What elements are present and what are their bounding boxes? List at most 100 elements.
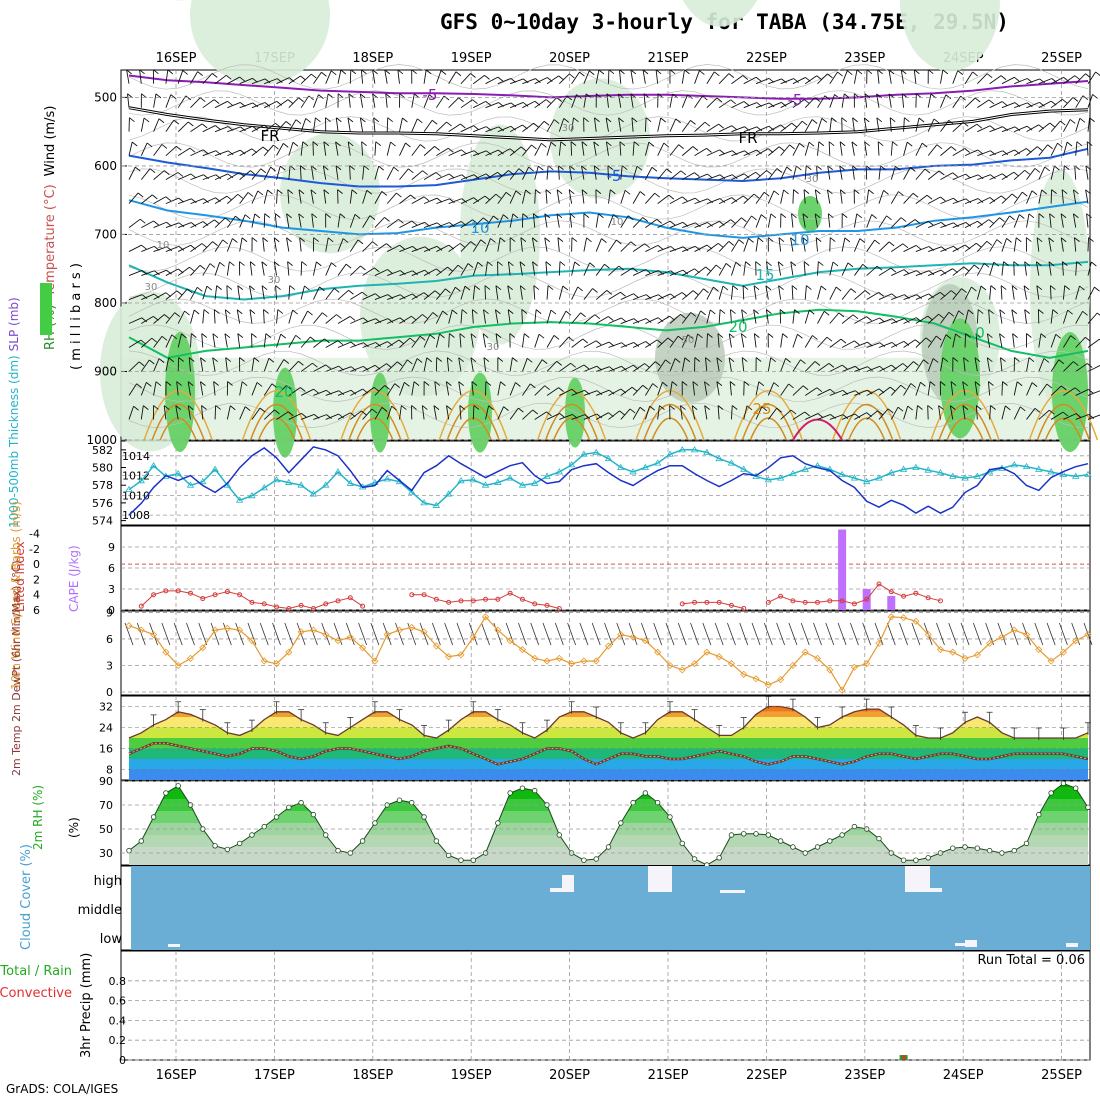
wind-barb [128,383,138,396]
thickness-tick-label: 578 [92,479,113,492]
wind-barb-flag [1002,150,1009,156]
wind-barb-flag [250,170,256,175]
lifted-index-point [433,596,439,602]
wind-barb-flag [580,312,586,318]
wind-barb-flag [950,381,957,386]
wind-barb [436,222,450,229]
wind-barb-flag [697,333,703,339]
wind-barb-flag [509,333,516,338]
wind-barb [1062,310,1069,324]
wind-barb [153,269,167,276]
wind-barb [481,622,490,646]
wind-barb [804,387,818,396]
wind-barb [644,117,647,132]
wind-barb-flag [1061,385,1067,391]
wind-barb-flag [448,173,455,179]
lifted-index-point [544,602,550,608]
wind-barb [386,383,396,396]
wind-barb-flag [472,219,478,225]
wind-barb [682,197,696,205]
wind-barb [288,309,294,324]
wind-barb [362,342,376,348]
wind-barb-flag [495,193,502,199]
wind-barb [485,193,497,204]
wind-barb-flag [766,170,772,175]
wind-barb-flag [137,192,144,198]
wind-barb-flag [458,381,464,387]
rh-point [593,856,599,862]
wind-barb-flag [1079,117,1086,123]
cloud-level-label: middle [78,903,122,918]
wind-barb-flag [606,141,612,147]
wind-speed-point [186,654,195,662]
wind-barb [530,622,540,646]
wind-barb [949,405,954,420]
wind-barb-flag [831,117,837,123]
thickness-point [322,481,330,488]
thickness-point [617,463,625,470]
wind-barb-flag [310,73,317,79]
wind-barb [370,622,380,646]
wind-barb [903,317,917,324]
wind-barb [165,222,180,229]
wind-barb-flag [1059,120,1066,126]
wind-barb [866,317,880,324]
wind-speed-point [236,626,244,634]
wind-barb-flag [900,384,907,390]
wind-barb [976,285,982,300]
rh-contour-line [128,90,1089,116]
wind-barb [313,286,320,300]
wind-barb-flag [541,142,547,148]
thickness-tick-label: 574 [92,515,113,528]
wind-barb [731,262,737,276]
wind-barb-flag [777,261,784,267]
wind-barb-flag [1088,389,1094,394]
wind-barb-flag [510,102,517,108]
thickness-point [949,472,957,479]
wind-barb-flag [532,237,538,243]
wind-barb [421,405,425,420]
wind-barb [915,405,918,420]
wind-barb [165,197,179,205]
wind-barb-flag [197,71,203,77]
wind-barb [1074,165,1077,180]
wind-speed-point [199,644,207,652]
wind-barb [964,242,977,252]
wind-barb-flag [325,213,331,218]
rh-point [261,823,267,830]
contour-label: 0 [975,324,985,342]
date-tick-bottom: 16SEP [156,1068,197,1083]
wind-barb-flag [457,264,464,270]
wind-barb-flag [719,198,726,203]
wind-barb [534,165,539,180]
wind-barb [386,339,400,348]
wind-barb [780,189,785,204]
wind-barb [1072,213,1077,228]
wind-barb [521,333,525,348]
wind-barb [940,334,947,348]
wind-barb-flag [680,313,686,319]
wind-barb-flag [1002,381,1008,386]
wind-speed-point [309,626,317,634]
rh-point [753,831,759,837]
wind-barb-flag [780,213,787,218]
wind-barb [753,333,757,348]
wind-speed-point [248,637,256,645]
wind-barb [298,213,302,228]
wind-barb-flag [131,141,138,147]
wind-barb [201,333,204,348]
isotherm-25-line [847,417,886,441]
rh-shade-region [900,0,1000,72]
wind-barb [829,286,837,300]
wind-barb-flag [620,291,626,297]
wind-barb [862,622,872,646]
wind-barb-flag [349,316,356,321]
wind-barb-flag [335,165,342,171]
wind-barb [915,359,924,372]
wind-barb-flag [315,117,321,123]
wind-barb [1087,117,1091,132]
wind-speed-point [986,639,994,647]
wind-barb-flag [170,94,177,99]
wind-barb-flag [707,173,713,179]
wind-barb-flag [1070,335,1076,340]
